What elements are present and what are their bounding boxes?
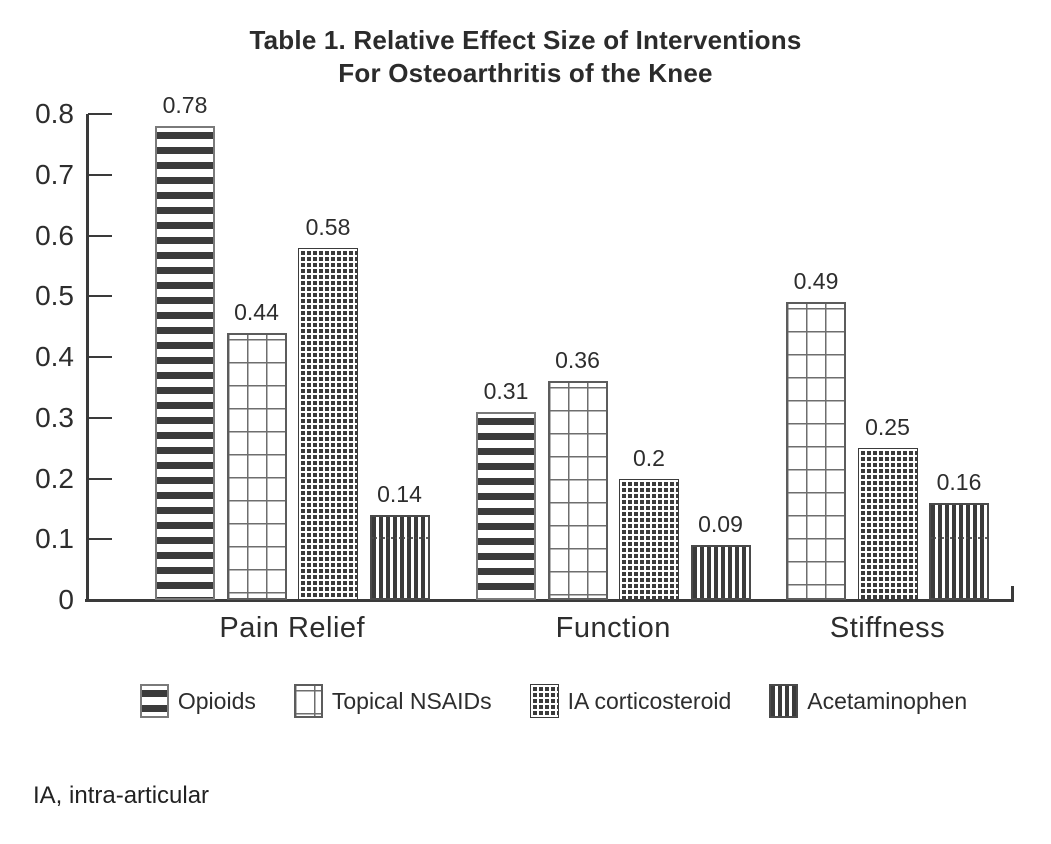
y-axis-tick-label: 0.3 [35, 401, 74, 433]
legend-label-ia-corticosteroid: IA corticosteroid [567, 687, 732, 714]
y-axis-tick-label: 0.4 [35, 341, 74, 372]
legend-swatch-acetaminophen-icon [769, 684, 799, 718]
y-axis-tick [88, 234, 112, 237]
bar-value-label: 0.25 [865, 414, 910, 441]
bar-acetaminophen-pain-relief [369, 514, 430, 600]
legend-item-ia-corticosteroid: IA corticosteroid [529, 684, 732, 718]
x-category-label-stiffness: Stiffness [829, 612, 946, 644]
bar-ia-corticosteroid-pain-relief [298, 247, 358, 600]
legend-swatch-opioids-icon [139, 684, 169, 718]
bar-acetaminophen-stiffness [929, 502, 989, 600]
y-axis-tick [88, 173, 112, 176]
footnote: IA, intra-articular [33, 782, 210, 809]
x-axis-line [85, 598, 1014, 602]
legend-item-topical-nsaids: Topical NSAIDs [293, 684, 492, 718]
y-axis-tick [88, 113, 112, 115]
y-axis-tick [88, 477, 112, 480]
y-axis-tick [88, 356, 112, 358]
x-category-label-pain-relief: Pain Relief [219, 612, 366, 644]
dotted-gridline [931, 537, 987, 540]
legend-item-acetaminophen: Acetaminophen [769, 684, 967, 718]
dotted-gridline [371, 537, 428, 540]
chart-title-line-1: Table 1. Relative Effect Size of Interve… [249, 25, 802, 55]
legend-item-opioids: Opioids [139, 684, 256, 718]
legend-label-acetaminophen: Acetaminophen [807, 687, 968, 714]
bar-opioids-function [476, 411, 536, 600]
bar-value-label: 0.44 [234, 298, 279, 325]
legend-label-topical-nsaids: Topical NSAIDs [331, 687, 492, 714]
y-axis-tick-label: 0 [58, 584, 74, 615]
y-axis-line [86, 114, 89, 600]
x-axis-end-tick [1011, 586, 1014, 600]
bar-topical-nsaids-stiffness [786, 302, 846, 600]
legend: Opioids Topical NSAIDs IA corticosteroid Ac… [28, 684, 1051, 718]
y-axis-tick-label: 0.5 [35, 280, 74, 312]
bar-value-label: 0.78 [162, 92, 208, 119]
bar-ia-corticosteroid-stiffness [857, 448, 918, 600]
chart-title: Table 1. Relative Effect Size of Interve… [0, 24, 1051, 90]
x-category-label-function: Function [555, 612, 671, 644]
bar-value-label: 0.14 [377, 480, 422, 507]
bar-acetaminophen-function [690, 545, 751, 600]
bar-ia-corticosteroid-function [619, 478, 679, 600]
bar-value-label: 0.2 [633, 444, 665, 471]
legend-swatch-ia-corticosteroid-icon [529, 684, 559, 718]
y-axis-tick-label: 0.1 [35, 523, 74, 555]
chart-title-line-2: For Osteoarthritis of the Knee [338, 58, 713, 88]
bar-value-label: 0.31 [483, 377, 529, 404]
y-axis-tick [88, 295, 112, 298]
y-axis-tick-label: 0.8 [35, 98, 74, 129]
y-axis-tick-label: 0.2 [35, 462, 74, 494]
y-axis-tick [88, 416, 112, 419]
bar-value-label: 0.09 [698, 511, 743, 538]
legend-swatch-topical-nsaids-icon [293, 684, 323, 718]
y-axis-tick-label: 0.6 [35, 219, 74, 251]
y-axis-tick [88, 538, 112, 541]
bar-value-label: 0.16 [936, 468, 982, 495]
bar-value-label: 0.58 [305, 213, 351, 240]
bar-opioids-pain-relief [155, 126, 215, 600]
plot-area: 0 0.1 0.2 0.3 0.4 0.5 0.6 0.7 0.8 0.78 0.44 0.58 0.1… [35, 92, 1014, 644]
legend-label-opioids: Opioids [177, 687, 256, 714]
y-axis-tick-label: 0.7 [35, 158, 74, 190]
bar-topical-nsaids-function [547, 381, 608, 600]
bar-value-label: 0.36 [555, 347, 600, 374]
bar-topical-nsaids-pain-relief [226, 332, 287, 600]
bar-value-label: 0.49 [793, 268, 839, 295]
